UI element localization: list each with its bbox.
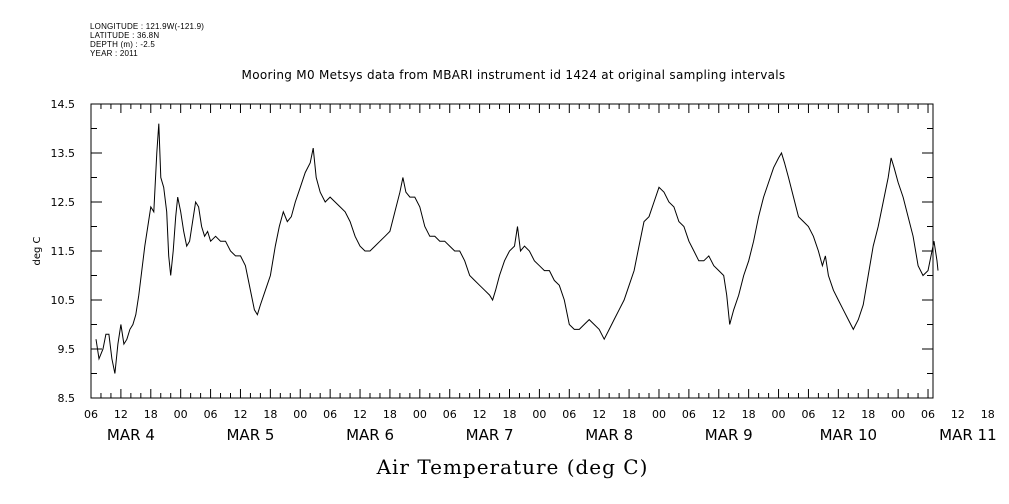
x-hour-label: 06 xyxy=(682,408,696,421)
y-tick-label: 9.5 xyxy=(58,343,76,356)
x-hour-label: 06 xyxy=(443,408,457,421)
x-hour-label: 00 xyxy=(652,408,666,421)
x-hour-label: 00 xyxy=(891,408,905,421)
y-tick-label: 10.5 xyxy=(51,294,76,307)
x-hour-label: 00 xyxy=(772,408,786,421)
x-hour-label: 06 xyxy=(84,408,98,421)
x-hour-label: 18 xyxy=(503,408,517,421)
y-tick-label: 13.5 xyxy=(51,147,76,160)
year-text: YEAR : 2011 xyxy=(90,49,138,58)
x-hour-label: 12 xyxy=(473,408,487,421)
x-day-label: MAR 11 xyxy=(939,426,996,444)
x-hour-label: 18 xyxy=(263,408,277,421)
y-tick-label: 14.5 xyxy=(51,98,76,111)
x-day-label: MAR 7 xyxy=(466,426,514,444)
x-hour-label: 00 xyxy=(413,408,427,421)
series-line xyxy=(95,123,939,374)
x-hour-label: 12 xyxy=(592,408,606,421)
x-hour-label: 18 xyxy=(383,408,397,421)
x-day-label: MAR 5 xyxy=(226,426,274,444)
x-hour-label: 18 xyxy=(622,408,636,421)
x-day-label: MAR 4 xyxy=(107,426,155,444)
x-hour-label: 06 xyxy=(921,408,935,421)
y-tick-label: 12.5 xyxy=(51,196,76,209)
x-hour-label: 00 xyxy=(293,408,307,421)
x-hour-label: 12 xyxy=(114,408,128,421)
x-hour-label: 12 xyxy=(712,408,726,421)
longitude-text: LONGITUDE : 121.9W(-121.9) xyxy=(90,22,205,31)
x-hour-label: 18 xyxy=(742,408,756,421)
latitude-text: LATITUDE : 36.8N xyxy=(90,31,160,40)
x-day-label: MAR 10 xyxy=(820,426,877,444)
depth-text: DEPTH (m) : -2.5 xyxy=(90,40,155,49)
location-metadata: LONGITUDE : 121.9W(-121.9) LATITUDE : 36… xyxy=(90,22,204,58)
x-hour-label: 18 xyxy=(144,408,158,421)
x-hour-label: 06 xyxy=(323,408,337,421)
x-axis-title: Air Temperature (deg C) xyxy=(376,455,649,479)
x-hour-label: 06 xyxy=(204,408,218,421)
plot-frame xyxy=(90,103,934,399)
x-hour-label: 00 xyxy=(532,408,546,421)
x-hour-label: 12 xyxy=(353,408,367,421)
y-tick-label: 11.5 xyxy=(51,245,76,258)
x-hour-label: 12 xyxy=(831,408,845,421)
x-day-label: MAR 8 xyxy=(585,426,633,444)
x-day-label: MAR 9 xyxy=(705,426,753,444)
x-hour-label: 06 xyxy=(562,408,576,421)
x-hour-label: 06 xyxy=(801,408,815,421)
chart-title: Mooring M0 Metsys data from MBARI instru… xyxy=(241,68,786,82)
x-hour-label: 18 xyxy=(861,408,875,421)
x-hour-label: 12 xyxy=(951,408,965,421)
x-day-label: MAR 6 xyxy=(346,426,394,444)
y-tick-label: 8.5 xyxy=(58,392,76,405)
y-axis-title: deg C xyxy=(32,236,43,265)
x-hour-label: 18 xyxy=(981,408,995,421)
x-hour-label: 00 xyxy=(174,408,188,421)
x-hour-label: 12 xyxy=(233,408,247,421)
